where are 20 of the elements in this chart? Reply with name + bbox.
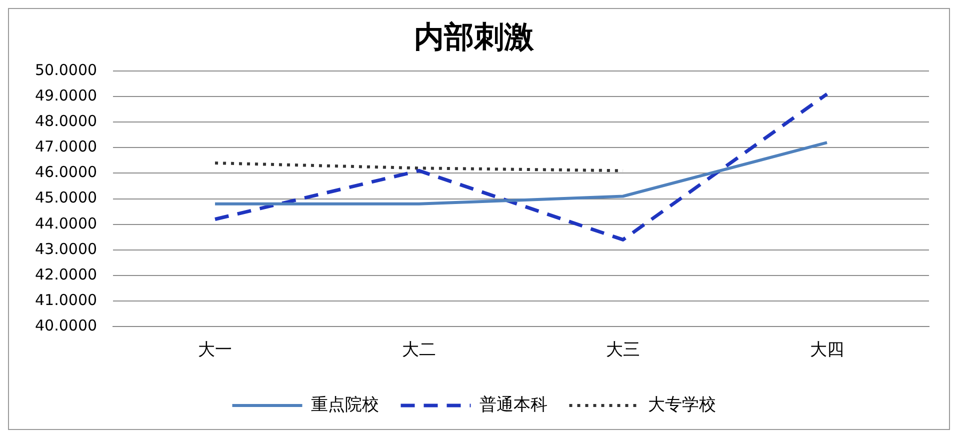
y-tick-label: 43.0000 <box>35 240 98 258</box>
x-tick-label: 大二 <box>402 340 436 360</box>
x-tick-label: 大三 <box>606 340 640 360</box>
y-tick-label: 49.0000 <box>35 86 98 104</box>
y-tick-label: 45.0000 <box>35 188 98 207</box>
y-tick-label: 48.0000 <box>35 112 98 130</box>
y-tick-label: 42.0000 <box>35 265 98 284</box>
legend-label: 普通本科 <box>479 394 548 415</box>
y-tick-label: 47.0000 <box>35 138 98 156</box>
chart-title: 内部刺激 <box>414 20 535 55</box>
line-series <box>213 92 829 242</box>
y-tick-label: 44.0000 <box>35 214 98 232</box>
legend-label: 大专学校 <box>648 394 716 415</box>
y-tick-label: 40.0000 <box>35 316 98 334</box>
y-tick-label: 50.0000 <box>35 60 98 79</box>
legend-label: 重点院校 <box>310 394 379 415</box>
x-tick-label: 大四 <box>810 340 844 360</box>
x-tick-label: 大一 <box>198 340 232 360</box>
y-tick-label: 46.0000 <box>35 163 98 182</box>
y-tick-label: 41.0000 <box>35 290 98 309</box>
